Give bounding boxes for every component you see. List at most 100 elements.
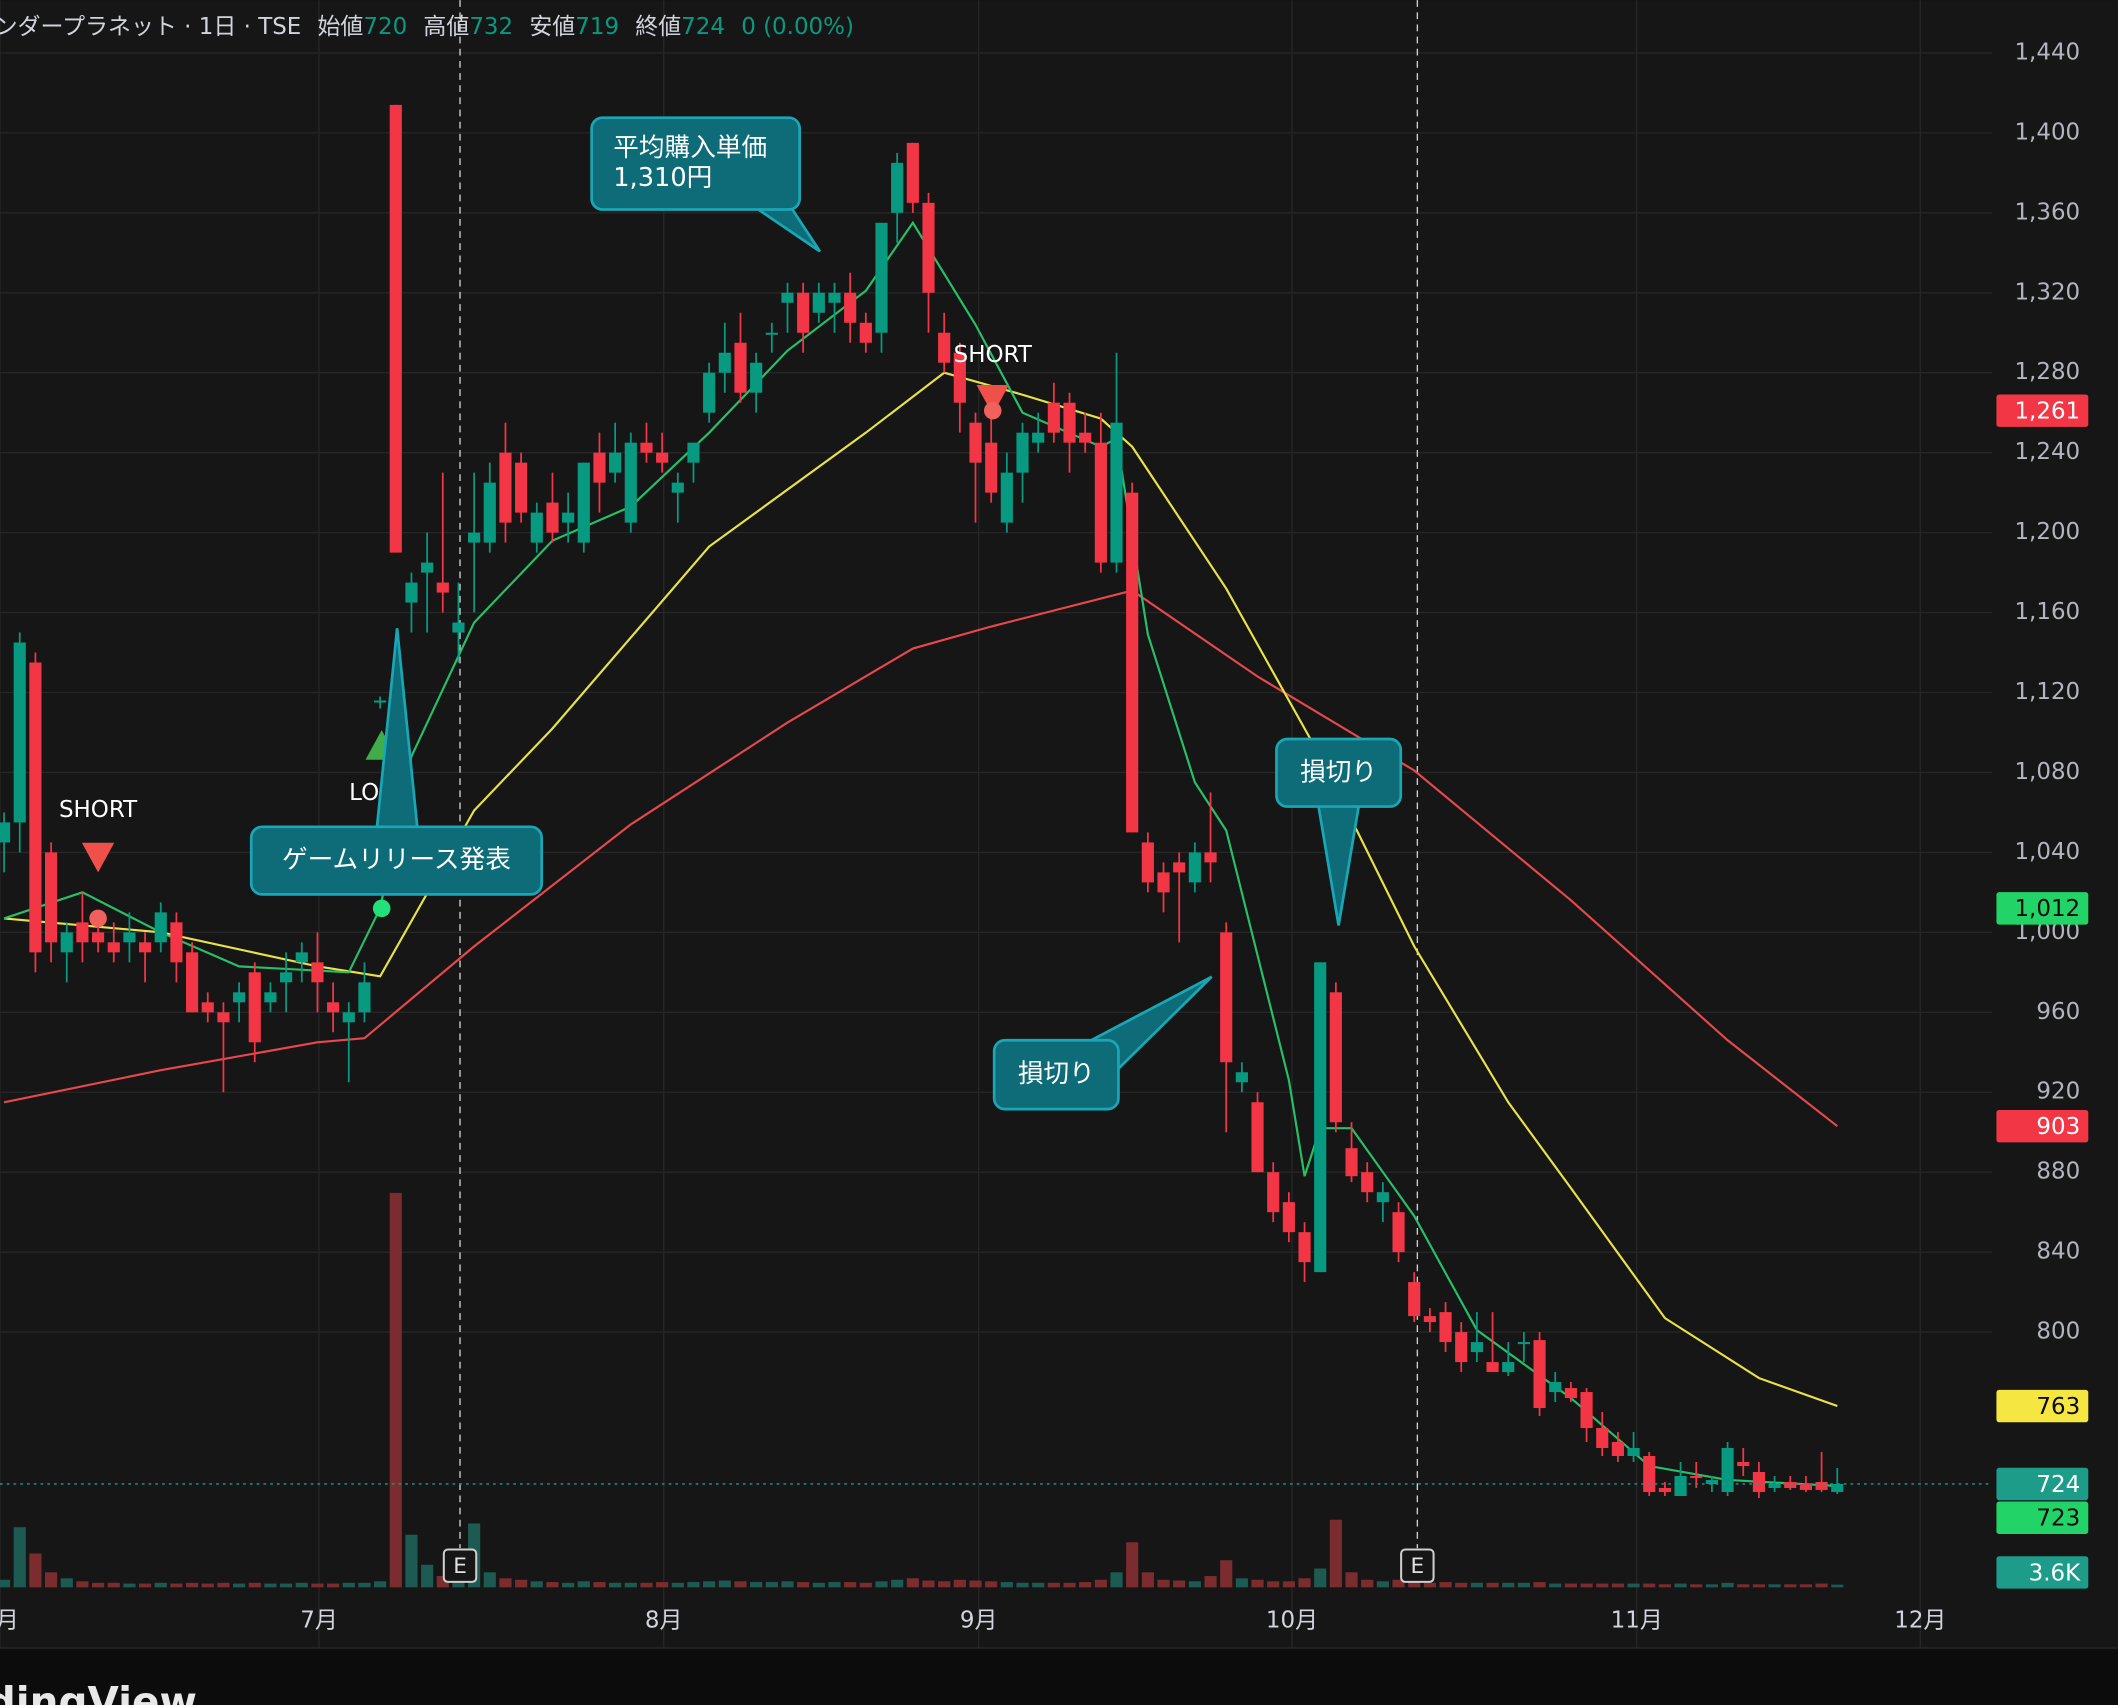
volume-bar bbox=[0, 1579, 11, 1588]
candle-body bbox=[29, 662, 42, 953]
volume-bar bbox=[953, 1579, 966, 1588]
candle-body bbox=[1345, 1148, 1358, 1177]
price-tag bbox=[1996, 892, 2089, 925]
candle-body bbox=[1235, 1072, 1248, 1083]
x-tick-label: 12月 bbox=[1894, 1608, 1946, 1634]
volume-bar bbox=[1549, 1583, 1562, 1588]
volume-bar bbox=[828, 1582, 841, 1588]
candle-body bbox=[1690, 1475, 1703, 1479]
header-field: 720 bbox=[363, 14, 407, 40]
volume-bar bbox=[1596, 1583, 1609, 1588]
volume-bar bbox=[734, 1581, 747, 1588]
candle-body bbox=[1784, 1481, 1797, 1488]
volume-bar bbox=[1643, 1583, 1656, 1588]
volume-bar bbox=[170, 1583, 183, 1588]
volume-bar bbox=[233, 1583, 246, 1588]
candle-body bbox=[405, 582, 418, 603]
candle-body bbox=[0, 822, 11, 843]
candle-body bbox=[1831, 1483, 1844, 1492]
volume-bar bbox=[1282, 1581, 1295, 1588]
volume-bar bbox=[609, 1582, 622, 1588]
volume-bar bbox=[1016, 1582, 1029, 1588]
candle-body bbox=[1721, 1448, 1734, 1492]
candle-body bbox=[311, 962, 324, 983]
candle-body bbox=[530, 512, 543, 543]
earnings-label: E bbox=[453, 1554, 467, 1579]
signal-label: SHORT bbox=[59, 797, 138, 823]
volume-bar bbox=[703, 1581, 716, 1588]
candle-body bbox=[671, 482, 684, 493]
volume-bar bbox=[1658, 1584, 1671, 1588]
volume-bar bbox=[186, 1582, 199, 1588]
header-field: 719 bbox=[575, 14, 619, 40]
y-tick-label: 1,200 bbox=[2014, 519, 2080, 545]
candle-body bbox=[483, 482, 496, 543]
volume-bar bbox=[201, 1583, 214, 1588]
volume-bar bbox=[1345, 1572, 1358, 1588]
candle-body bbox=[76, 922, 89, 943]
price-tag-label: 723 bbox=[2036, 1506, 2080, 1532]
volume-bar bbox=[421, 1564, 434, 1588]
callout-text: 1,310円 bbox=[613, 163, 712, 193]
volume-bar bbox=[1376, 1581, 1389, 1588]
candle-body bbox=[45, 852, 58, 943]
volume-bar bbox=[1611, 1583, 1624, 1588]
volume-bar bbox=[1251, 1579, 1264, 1588]
candle-body bbox=[1079, 432, 1092, 443]
candle-body bbox=[1643, 1456, 1656, 1492]
y-tick-label: 1,320 bbox=[2014, 279, 2080, 305]
volume-bar bbox=[1564, 1583, 1577, 1588]
candle-body bbox=[123, 932, 136, 943]
header-field: 終値 bbox=[635, 14, 681, 40]
candle-body bbox=[703, 372, 716, 413]
candle-body bbox=[687, 442, 700, 463]
callout-text: 平均購入単価 bbox=[613, 133, 767, 163]
volume-bar bbox=[1079, 1582, 1092, 1588]
volume-bar bbox=[1831, 1584, 1844, 1588]
candle-body bbox=[1314, 962, 1327, 1273]
earnings-label: E bbox=[1411, 1554, 1425, 1579]
volume-bar bbox=[123, 1583, 136, 1588]
candle-body bbox=[1815, 1481, 1828, 1490]
candle-body bbox=[1549, 1382, 1562, 1393]
volume-bar bbox=[499, 1578, 512, 1588]
volume-bar bbox=[29, 1553, 42, 1588]
candle-body bbox=[1517, 1342, 1530, 1345]
candle-body bbox=[1000, 472, 1013, 523]
volume-bar bbox=[797, 1582, 810, 1588]
volume-bar bbox=[1455, 1582, 1468, 1588]
volume-bar bbox=[1000, 1582, 1013, 1588]
candle-body bbox=[436, 582, 449, 593]
candle-body bbox=[452, 622, 465, 633]
moving-average-line bbox=[3, 589, 1838, 1128]
volume-bar bbox=[687, 1582, 700, 1588]
y-tick-label: 840 bbox=[2036, 1239, 2080, 1265]
x-tick-label: 7月 bbox=[300, 1608, 338, 1634]
candle-body bbox=[60, 932, 73, 953]
volume-bar bbox=[515, 1579, 528, 1588]
header-field: 0 (0.00%) bbox=[741, 14, 854, 40]
volume-bar bbox=[483, 1572, 496, 1588]
candle-body bbox=[186, 952, 199, 1013]
candle-body bbox=[1564, 1388, 1577, 1399]
candle-body bbox=[765, 332, 778, 335]
candle-body bbox=[248, 972, 261, 1043]
candle-body bbox=[812, 292, 825, 313]
y-tick-label: 920 bbox=[2036, 1079, 2080, 1105]
volume-bar bbox=[1533, 1582, 1546, 1588]
price-tag bbox=[1996, 1467, 2089, 1501]
candle-body bbox=[139, 942, 152, 953]
candle-body bbox=[906, 142, 919, 203]
volume-bar bbox=[436, 1576, 449, 1588]
volume-bar bbox=[624, 1582, 637, 1588]
header-field: 724 bbox=[681, 14, 725, 40]
candle-body bbox=[1126, 492, 1139, 833]
candle-body bbox=[1329, 992, 1342, 1123]
volume-bar bbox=[1439, 1582, 1452, 1588]
candle-body bbox=[1157, 872, 1170, 893]
candle-body bbox=[546, 502, 559, 533]
callout-box bbox=[992, 1038, 1120, 1111]
candle-body bbox=[1580, 1392, 1593, 1429]
